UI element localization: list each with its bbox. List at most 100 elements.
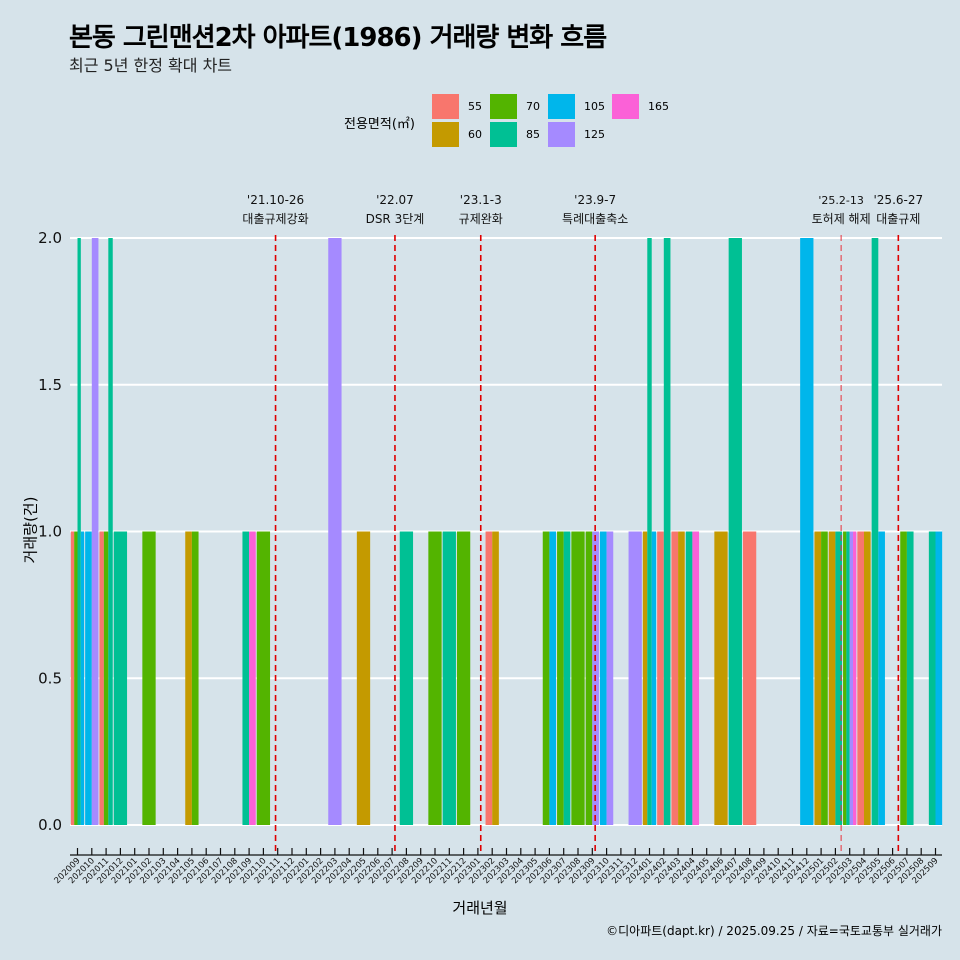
bar-202406-60 (714, 531, 728, 825)
bar-202503-165 (853, 531, 857, 825)
legend-title: 전용면적(㎡) (344, 117, 415, 132)
legend-label: 105 (584, 100, 605, 113)
bar-202310-125 (606, 531, 614, 825)
bar-202408-55 (742, 531, 757, 825)
x-axis-label: 거래년월 (452, 899, 508, 917)
y-tick-label: 0.0 (38, 816, 62, 834)
legend-swatch (432, 94, 459, 119)
bar-202307-85 (563, 531, 571, 825)
bar-202109-165 (249, 531, 256, 825)
bar-202401-85 (647, 238, 652, 825)
bar-202208-85 (399, 531, 414, 825)
bar-202507-70 (900, 531, 907, 825)
bar-202212-70 (456, 531, 471, 825)
bar-202306-105 (549, 531, 557, 825)
bar-202501-60 (814, 531, 822, 825)
bar-202009-85 (77, 238, 81, 825)
bar-202011-55 (99, 531, 104, 825)
legend-swatch (490, 122, 517, 147)
bar-202009-55 (70, 531, 75, 825)
event-date: '22.07 (376, 193, 414, 207)
bar-202307-70 (557, 531, 564, 825)
legend-item-70: 70 (490, 94, 540, 119)
bar-202403-60 (678, 531, 685, 825)
bar-202401-60 (642, 531, 648, 825)
y-tick-label: 2.0 (38, 229, 62, 247)
bar-202308-70 (571, 531, 585, 825)
legend-swatch (612, 94, 639, 119)
legend-label: 125 (584, 128, 605, 141)
legend-item-105: 105 (548, 94, 605, 119)
legend-item-125: 125 (548, 122, 605, 147)
event-label: 대출규제 (876, 212, 920, 226)
bar-202109-85 (242, 531, 250, 825)
bar-202509-105 (935, 531, 943, 825)
bar-202010-105 (85, 531, 92, 825)
bar-202302-55 (485, 531, 493, 825)
bar-202302-60 (492, 531, 499, 825)
bar-202503-70 (843, 531, 847, 825)
legend-swatch (490, 94, 517, 119)
legend-swatch (432, 122, 459, 147)
bar-202110-70 (256, 531, 271, 825)
bar-202102-70 (142, 531, 156, 825)
bar-202403-55 (671, 531, 679, 825)
bar-202401-105 (651, 531, 657, 825)
bar-202412-105 (800, 238, 814, 825)
event-label: DSR 3단계 (366, 212, 425, 226)
bar-202203-125 (328, 238, 342, 825)
bar-202402-85 (663, 238, 671, 825)
event-label: 규제완화 (459, 212, 503, 226)
bar-202105-70 (191, 531, 199, 825)
event-label: 토허제 해제 (812, 212, 871, 226)
legend-item-60: 60 (432, 122, 482, 147)
legend-item-55: 55 (432, 94, 482, 119)
chart-title: 본동 그린맨션2차 아파트(1986) 거래량 변화 흐름 (69, 23, 607, 53)
bar-202211-85 (442, 531, 456, 825)
bar-202501-70 (821, 531, 828, 825)
bar-202504-55 (857, 531, 864, 825)
y-axis-label: 거래량(건) (21, 496, 40, 564)
bar-202404-85 (685, 531, 693, 825)
bar-202404-165 (692, 531, 700, 825)
event-label: 대출규제강화 (242, 212, 308, 226)
legend-label: 55 (468, 100, 482, 113)
bar-202402-55 (657, 531, 664, 825)
bar-202509-85 (928, 531, 936, 825)
bar-202503-85 (846, 531, 850, 825)
legend-item-165: 165 (612, 94, 669, 119)
y-tick-label: 1.0 (38, 523, 62, 541)
bar-202012-85 (113, 531, 128, 825)
event-label: 특례대출축소 (562, 212, 628, 226)
bar-202011-85 (108, 238, 113, 825)
legend-label: 60 (468, 128, 482, 141)
bar-202502-60 (828, 531, 836, 825)
bar-202210-70 (428, 531, 442, 825)
y-tick-label: 0.5 (38, 669, 62, 687)
bar-202009-70 (74, 531, 78, 825)
bar-202306-70 (542, 531, 550, 825)
event-date: '21.10-26 (247, 193, 304, 207)
bar-202010-125 (91, 238, 99, 825)
event-date: '25.6-27 (874, 193, 924, 207)
legend-swatch (548, 122, 575, 147)
event-date: '23.1-3 (460, 193, 502, 207)
bar-202310-105 (599, 531, 607, 825)
chart-subtitle: 최근 5년 한정 확대 차트 (69, 56, 233, 75)
legend-swatch (548, 94, 575, 119)
legend-label: 165 (648, 100, 669, 113)
legend-label: 70 (526, 100, 540, 113)
bar-202502-85 (835, 531, 843, 825)
source-caption: ©디아파트(dapt.kr) / 2025.09.25 / 자료=국토교통부 실… (606, 924, 942, 938)
y-tick-label: 1.5 (38, 376, 62, 394)
legend-label: 85 (526, 128, 540, 141)
event-date: '25.2-13 (818, 194, 863, 207)
bar-202105-60 (185, 531, 192, 825)
bar-202312-125 (628, 531, 642, 825)
bar-202309-70 (585, 531, 593, 825)
legend-item-85: 85 (490, 122, 540, 147)
bar-202407-85 (728, 238, 742, 825)
bar-202507-85 (906, 531, 914, 825)
bar-202505-105 (878, 531, 885, 825)
